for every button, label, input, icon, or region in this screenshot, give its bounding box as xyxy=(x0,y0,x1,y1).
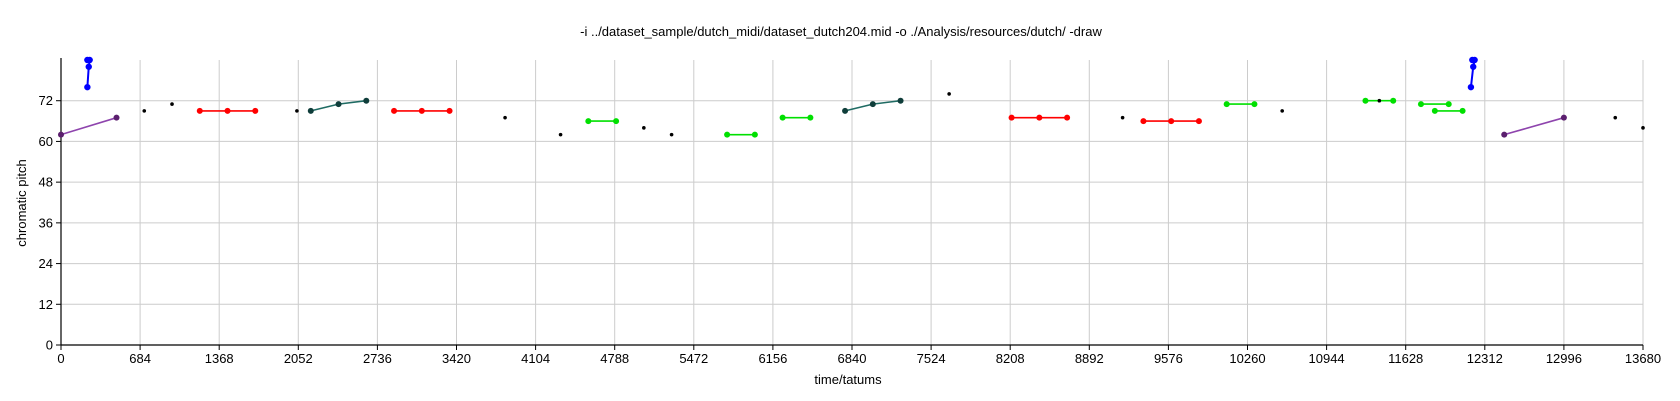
data-point-green xyxy=(1362,97,1369,104)
data-point-red xyxy=(1036,114,1043,121)
x-tick-label: 9576 xyxy=(1154,351,1183,366)
data-point-red xyxy=(446,107,453,114)
x-tick-label: 10944 xyxy=(1309,351,1345,366)
x-tick-label: 8892 xyxy=(1075,351,1104,366)
data-point-black xyxy=(295,109,299,113)
y-tick-label: 24 xyxy=(39,256,53,271)
data-point-red xyxy=(391,107,398,114)
x-axis-label: time/tatums xyxy=(814,372,882,387)
data-point-green xyxy=(1445,101,1452,108)
data-point-green xyxy=(1390,97,1397,104)
y-tick-label: 0 xyxy=(46,338,53,353)
data-point-black xyxy=(558,132,563,137)
data-point-red xyxy=(1168,118,1175,125)
data-point-purple xyxy=(1560,114,1567,121)
data-point-black xyxy=(142,109,147,113)
data-point-green xyxy=(585,118,592,125)
x-tick-label: 0 xyxy=(57,351,64,366)
chart-title: -i ../dataset_sample/dutch_midi/dataset_… xyxy=(580,24,1102,39)
data-point-black xyxy=(170,102,174,106)
data-point-purple xyxy=(58,131,64,138)
data-point-green xyxy=(807,114,814,121)
series-line-purple xyxy=(60,116,117,136)
x-tick-label: 5472 xyxy=(679,351,708,366)
data-point-black xyxy=(669,132,674,137)
x-tick-label: 7524 xyxy=(917,351,946,366)
y-tick-labels: 0 12 24 36 48 60 72 xyxy=(39,93,53,352)
data-point-red xyxy=(224,107,231,114)
data-point-teal xyxy=(307,107,314,114)
x-tick-label: 4104 xyxy=(521,351,550,366)
data-point-black xyxy=(503,115,507,120)
y-tick-label: 48 xyxy=(39,175,53,190)
y-tick-label: 12 xyxy=(39,297,53,312)
data-point-blue xyxy=(84,83,91,91)
grid-lines xyxy=(61,60,1644,345)
data-point-black xyxy=(1641,126,1645,130)
y-tick-label: 36 xyxy=(39,215,53,230)
data-point-black xyxy=(1280,109,1284,113)
x-tick-label: 4788 xyxy=(600,351,629,366)
data-point-green xyxy=(724,131,731,138)
data-marks xyxy=(58,56,1645,138)
data-point-green xyxy=(779,114,786,121)
data-point-red xyxy=(1195,118,1202,125)
data-point-black xyxy=(947,92,951,96)
data-point-blue xyxy=(1470,63,1477,70)
x-tick-label: 2052 xyxy=(284,351,313,366)
data-point-blue xyxy=(85,63,92,70)
data-point-green xyxy=(1431,107,1438,114)
data-point-red xyxy=(252,107,259,114)
x-tick-label: 1368 xyxy=(205,351,234,366)
data-point-green xyxy=(1417,101,1424,108)
x-tick-label: 12996 xyxy=(1546,351,1582,366)
data-point-black xyxy=(642,126,646,130)
data-point-blue xyxy=(1467,83,1475,91)
data-point-green xyxy=(751,131,758,138)
data-point-purple xyxy=(113,114,120,121)
data-point-green xyxy=(613,118,620,125)
data-point-black xyxy=(1120,115,1125,120)
x-tick-label: 10260 xyxy=(1229,351,1265,366)
data-point-green xyxy=(1251,101,1258,108)
x-tick-label: 3420 xyxy=(442,351,471,366)
data-point-red xyxy=(1008,114,1015,121)
x-tick-label: 6156 xyxy=(758,351,787,366)
x-tick-label: 12312 xyxy=(1467,351,1503,366)
x-tick-label: 8208 xyxy=(996,351,1025,366)
y-tick-label: 72 xyxy=(39,93,53,108)
data-point-blue xyxy=(1471,56,1478,64)
data-point-teal xyxy=(842,107,849,114)
data-point-red xyxy=(196,107,203,114)
x-tick-labels: 0 684 1368 2052 2736 3420 4104 4788 5472 6156 6840… xyxy=(57,351,1661,366)
x-tick-label: 11628 xyxy=(1388,351,1423,366)
x-tick-label: 684 xyxy=(129,351,151,366)
y-tick-label: 60 xyxy=(39,134,53,149)
data-point-red xyxy=(1140,118,1147,125)
data-point-black xyxy=(1613,115,1618,120)
data-point-teal xyxy=(869,101,876,108)
data-point-red xyxy=(418,107,425,114)
x-tick-label: 2736 xyxy=(363,351,392,366)
y-axis-label: chromatic pitch xyxy=(14,159,29,246)
x-tick-label: 13680 xyxy=(1625,351,1661,366)
data-point-teal xyxy=(363,97,370,104)
data-point-green xyxy=(1459,107,1466,114)
data-point-teal xyxy=(897,97,904,104)
data-point-blue xyxy=(86,56,93,64)
data-point-purple xyxy=(1501,131,1508,138)
data-point-red xyxy=(1064,114,1071,121)
axes xyxy=(56,58,1644,350)
x-tick-label: 6840 xyxy=(838,351,867,366)
data-point-green xyxy=(1223,101,1230,108)
data-point-black xyxy=(1377,98,1382,103)
series-line-purple xyxy=(1504,116,1565,136)
data-point-teal xyxy=(335,101,342,108)
